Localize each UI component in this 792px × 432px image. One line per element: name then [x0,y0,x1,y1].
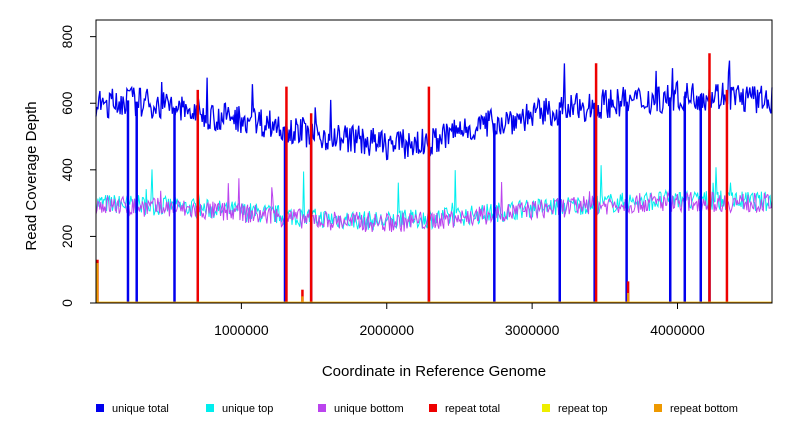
plot-frame [95,19,773,304]
legend-label: repeat total [445,403,500,415]
y-tick-label: 0 [59,299,75,307]
x-tick-label: 2000000 [359,322,414,338]
legend-label: unique top [222,403,273,415]
legend: unique total unique top unique bottom repea… [96,403,738,415]
y-tick-label: 400 [59,158,75,182]
x-tick-label: 4000000 [650,322,705,338]
legend-swatch [542,404,550,412]
x-tick-label: 3000000 [505,322,560,338]
legend-label: repeat top [558,403,608,415]
series-line-unique-total [95,60,773,161]
y-tick-label: 800 [59,25,75,49]
x-axis-label: Coordinate in Reference Genome [322,363,546,380]
legend-swatch [429,404,437,412]
series-line-unique-bottom [95,178,773,233]
x-axis: 1000000 2000000 3000000 4000000 [214,303,705,338]
legend-label: unique total [112,403,169,415]
legend-swatch [206,404,214,412]
y-axis: 0 200 400 600 800 [59,25,96,307]
y-tick-label: 600 [59,91,75,115]
legend-swatch [654,404,662,412]
plot-series [95,53,773,304]
legend-label: repeat bottom [670,403,738,415]
legend-swatch [318,404,326,412]
legend-swatch [96,404,104,412]
y-axis-label: Read Coverage Depth [23,101,40,250]
y-tick-label: 200 [59,225,75,249]
x-tick-label: 1000000 [214,322,269,338]
legend-label: unique bottom [334,403,404,415]
